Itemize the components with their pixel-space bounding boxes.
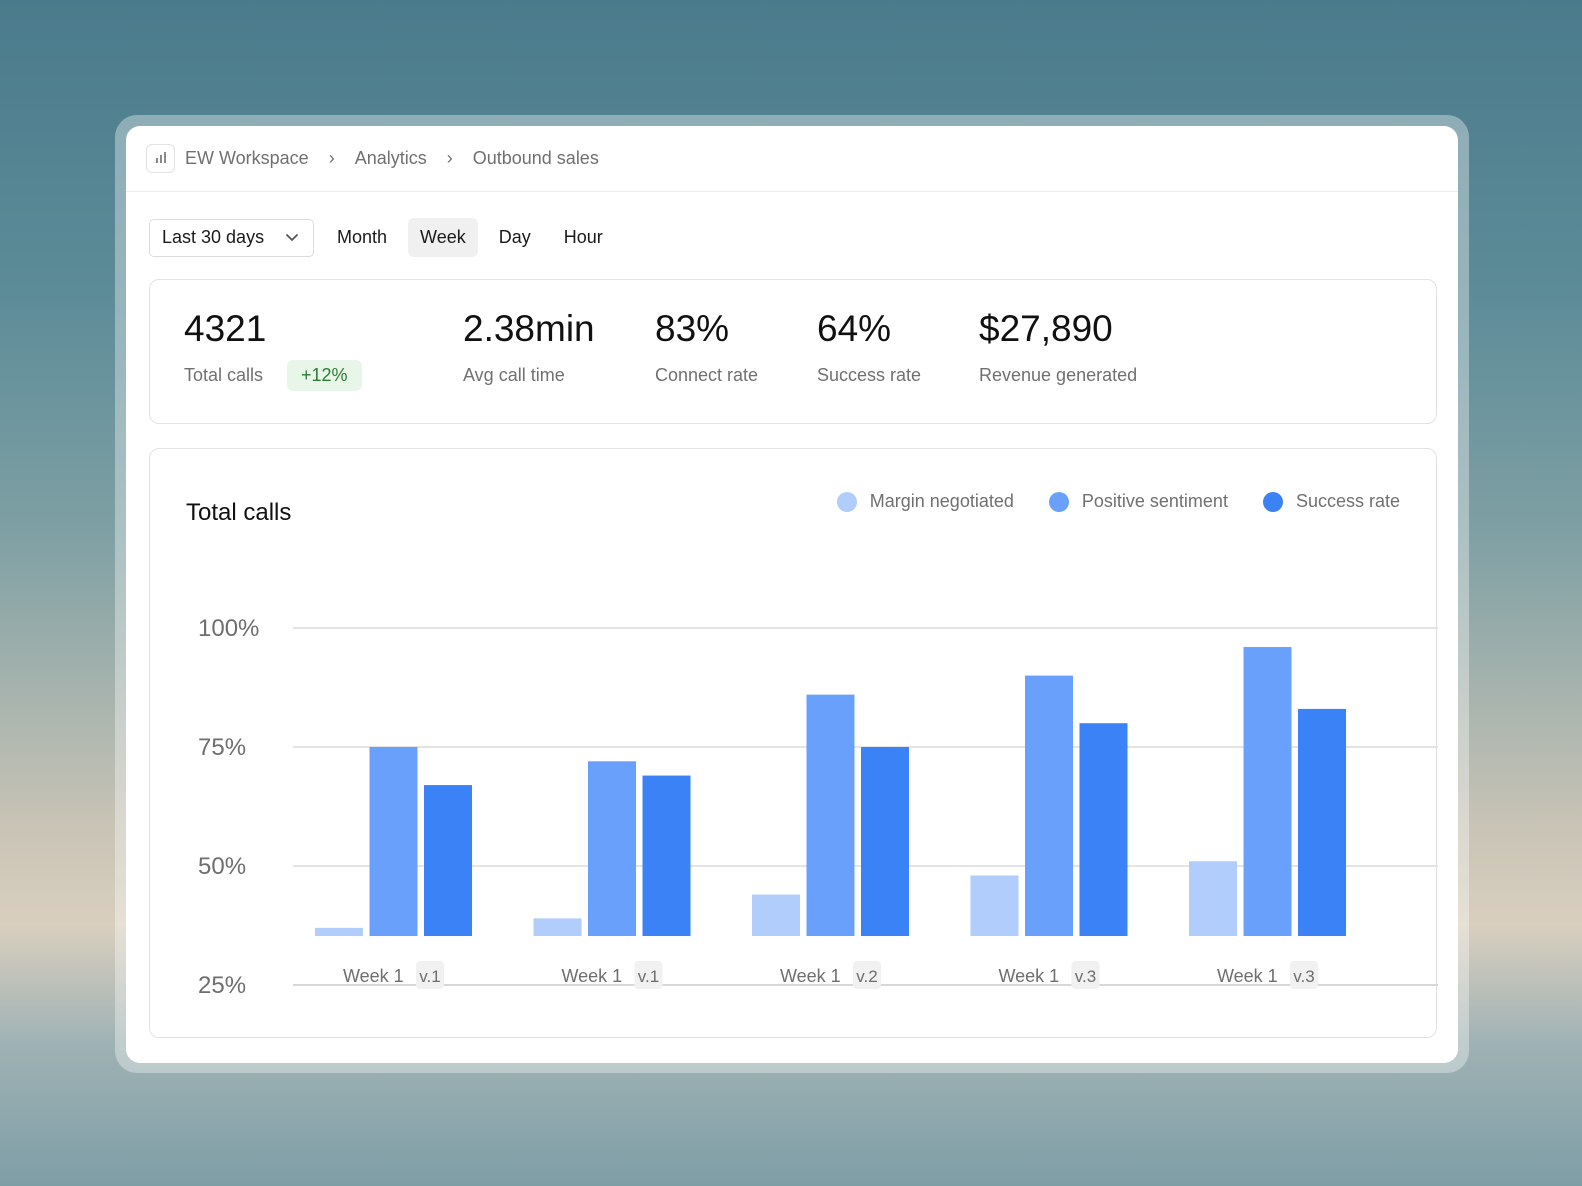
- bar: [752, 894, 800, 936]
- version-tag: v.1: [638, 967, 659, 986]
- stat-label: Avg call time: [463, 365, 565, 385]
- legend-item-margin: Margin negotiated: [836, 491, 1014, 512]
- legend-dot: [836, 491, 857, 512]
- stat-value: 2.38min: [463, 308, 595, 349]
- stats-panel: 4321 Total calls +12% 2.38min Avg call t…: [149, 279, 1437, 424]
- chevron-right-icon: ›: [446, 148, 453, 168]
- date-range-label: Last 30 days: [162, 227, 265, 247]
- bar-chart: 100% 75% 50% 25% Week 1 v.1 Week 1 v.1 Week 1 v.2…: [198, 615, 1438, 999]
- total-calls-chart-card: 100% 75% 50% 25% Week 1 v.1 Week 1 v.1 Week 1 v.2…: [149, 448, 1438, 1038]
- x-category-label: Week 1: [780, 966, 841, 986]
- version-tag: v.1: [419, 967, 440, 986]
- stat-label: Total calls: [184, 365, 264, 385]
- stat-value: 64%: [817, 308, 892, 349]
- stat-connect-rate: 83% Connect rate: [655, 310, 758, 386]
- bar: [642, 775, 691, 936]
- version-tag-bg: [1290, 961, 1318, 989]
- chevron-right-icon: ›: [328, 148, 335, 168]
- x-category-label: Week 1: [999, 966, 1060, 986]
- stat-revenue: $27,890 Revenue generated: [979, 310, 1137, 386]
- bar: [806, 694, 855, 936]
- stat-avg-call-time: 2.38min Avg call time: [463, 310, 595, 386]
- legend-item-success: Success rate: [1262, 491, 1400, 512]
- chart-title: Total calls: [186, 499, 292, 526]
- y-tick-label: 100%: [198, 615, 259, 642]
- filter-controls: Last 30 days Month Week Day Hour: [149, 218, 615, 257]
- granularity-day[interactable]: Day: [498, 227, 531, 247]
- bar: [424, 785, 472, 936]
- breadcrumb-workspace[interactable]: EW Workspace: [185, 148, 309, 168]
- granularity-hour[interactable]: Hour: [563, 227, 603, 247]
- y-tick-label: 25%: [198, 972, 246, 999]
- breadcrumb-analytics[interactable]: Analytics: [354, 148, 427, 168]
- bar: [1189, 861, 1237, 936]
- stat-label: Revenue generated: [979, 365, 1138, 385]
- stat-success-rate: 64% Success rate: [817, 310, 921, 386]
- bar: [1243, 647, 1292, 936]
- bar: [1298, 708, 1346, 936]
- stat-label: Success rate: [817, 365, 922, 385]
- version-tag: v.3: [1075, 967, 1096, 986]
- bar-chart-icon: [146, 144, 175, 173]
- version-tag: v.2: [856, 967, 877, 986]
- y-tick-label: 50%: [198, 853, 246, 880]
- bar: [588, 761, 636, 936]
- change-badge: +12%: [287, 360, 362, 391]
- stat-value: 83%: [655, 308, 730, 349]
- granularity-month[interactable]: Month: [337, 227, 388, 247]
- bar: [369, 747, 418, 936]
- x-category-label: Week 1: [1217, 966, 1278, 986]
- legend-dot: [1048, 491, 1069, 512]
- stat-value: 4321: [184, 308, 267, 349]
- bar: [970, 875, 1019, 936]
- chart-legend: Margin negotiated Positive sentiment Suc…: [802, 491, 1400, 512]
- stat-value: $27,890: [979, 308, 1113, 349]
- legend-label: Margin negotiated: [869, 491, 1014, 511]
- version-tag-bg: [634, 961, 663, 989]
- analytics-window: EW Workspace › Analytics › Outbound sale…: [126, 126, 1458, 1063]
- chevron-down-icon: [286, 234, 298, 241]
- legend-dot: [1262, 491, 1283, 512]
- legend-label: Positive sentiment: [1081, 491, 1228, 511]
- bar: [861, 747, 909, 936]
- bar: [1025, 675, 1073, 936]
- stat-total-calls: 4321 Total calls: [184, 310, 266, 386]
- breadcrumb-outbound-sales[interactable]: Outbound sales: [472, 148, 599, 168]
- x-category-label: Week 1: [343, 966, 404, 986]
- x-category-label: Week 1: [562, 966, 623, 986]
- bar: [1079, 723, 1128, 936]
- version-tag-bg: [1071, 961, 1100, 989]
- date-range-dropdown[interactable]: Last 30 days: [149, 218, 314, 257]
- bar: [315, 927, 363, 936]
- breadcrumb: EW Workspace › Analytics › Outbound sale…: [126, 126, 1458, 192]
- bar: [533, 918, 582, 936]
- granularity-week[interactable]: Week: [408, 218, 478, 257]
- legend-label: Success rate: [1295, 491, 1400, 511]
- version-tag-bg: [416, 961, 444, 989]
- stat-label: Connect rate: [655, 365, 759, 385]
- version-tag-bg: [853, 961, 881, 989]
- legend-item-sentiment: Positive sentiment: [1048, 491, 1228, 512]
- version-tag: v.3: [1293, 967, 1314, 986]
- y-tick-label: 75%: [198, 734, 246, 761]
